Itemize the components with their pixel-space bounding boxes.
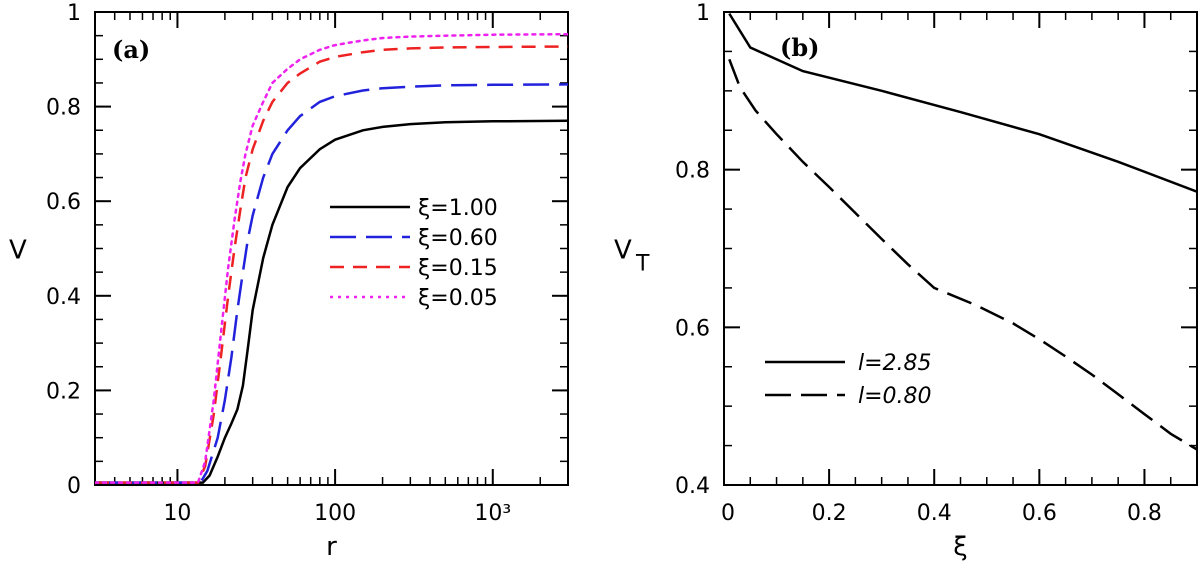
series-line-4 — [95, 32, 568, 484]
y-axis-label-subscript: T — [635, 252, 650, 277]
y-tick-label: 0.6 — [675, 316, 710, 341]
legend-label-3: ξ=0.15 — [418, 256, 498, 281]
series-line-2 — [95, 83, 568, 484]
y-tick-label: 0.8 — [46, 96, 81, 121]
x-tick-label: 0.2 — [812, 501, 847, 526]
legend-label-1: l=2.85 — [858, 351, 932, 376]
y-axis-label: V — [9, 236, 27, 266]
series-line-2 — [728, 58, 1197, 451]
panel-a: 10 100 10³ 0 0.2 0.4 0.6 0.8 1 r V (a) ξ=1.00 ξ=0.60 ξ… — [9, 1, 569, 562]
series-line-3 — [95, 45, 568, 484]
y-tick-label: 0.6 — [46, 190, 81, 215]
y-tick-label: 0.4 — [46, 285, 81, 310]
series-line-1 — [95, 119, 568, 484]
y-axis-label: V — [614, 236, 632, 266]
series-line-1 — [728, 12, 1197, 193]
y-tick-label: 1 — [67, 1, 81, 26]
x-tick-label: 0.8 — [1127, 501, 1162, 526]
panel-label: (a) — [112, 35, 150, 64]
x-tick-label: 0.6 — [1022, 501, 1057, 526]
x-tick-label: 0 — [721, 501, 735, 526]
x-tick-label: 10 — [163, 501, 191, 526]
panel-label: (b) — [780, 33, 820, 62]
legend-label-2: ξ=0.60 — [418, 226, 498, 251]
x-tick-label: 100 — [314, 501, 356, 526]
plot-frame — [723, 11, 1198, 486]
legend-label-4: ξ=0.05 — [418, 286, 498, 311]
x-tick-label: 0.4 — [917, 501, 952, 526]
legend-label-1: ξ=1.00 — [418, 196, 498, 221]
x-axis-label: r — [326, 532, 337, 562]
y-tick-label: 0.8 — [675, 159, 710, 184]
x-tick-label: 10³ — [474, 501, 511, 526]
y-tick-label: 0 — [67, 474, 81, 499]
y-tick-label: 1 — [696, 1, 710, 26]
panel-b: 0 0.2 0.4 0.6 0.8 0.4 0.6 0.8 1 ξ V T (b) l=2.85 l=0.8… — [614, 1, 1198, 562]
legend-label-2: l=0.80 — [858, 384, 932, 409]
y-tick-label: 0.2 — [46, 379, 81, 404]
x-axis-label: ξ — [953, 532, 968, 562]
y-tick-label: 0.4 — [675, 474, 710, 499]
